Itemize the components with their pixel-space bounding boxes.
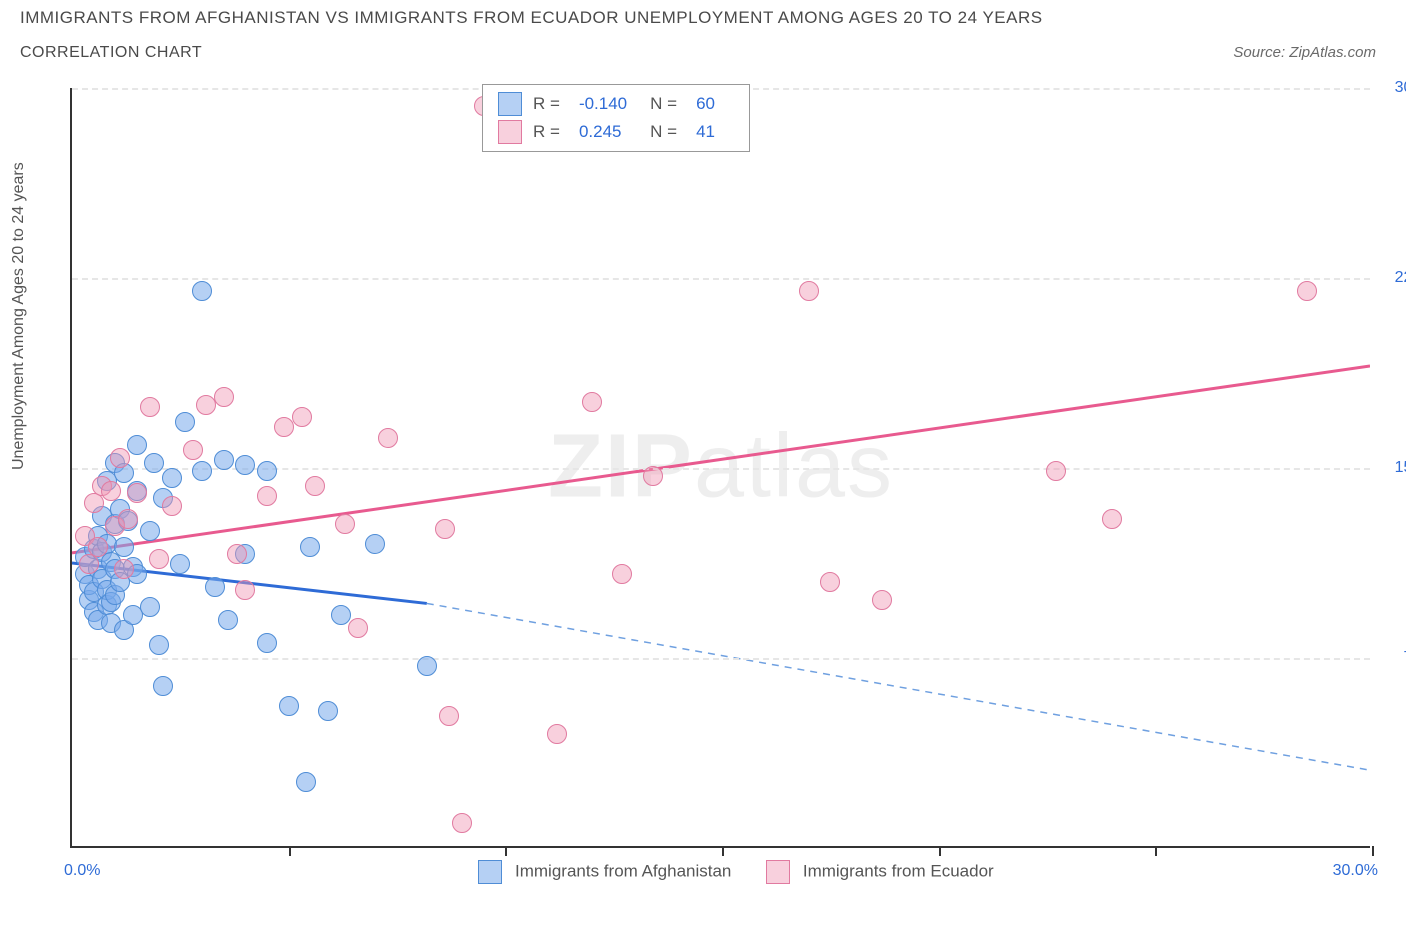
data-point (612, 564, 632, 584)
data-point (140, 397, 160, 417)
data-point (214, 387, 234, 407)
series-legend: Immigrants from Afghanistan Immigrants f… (72, 860, 1370, 884)
data-point (149, 549, 169, 569)
gridline (72, 278, 1370, 280)
data-point (114, 559, 134, 579)
data-point (257, 486, 277, 506)
data-point (118, 509, 138, 529)
legend-r-value: 0.245 (578, 119, 647, 145)
data-point (84, 493, 104, 513)
x-tick (939, 846, 941, 856)
legend-label-series-a: Immigrants from Afghanistan (515, 861, 731, 880)
data-point (144, 453, 164, 473)
data-point (79, 554, 99, 574)
x-tick (1372, 846, 1374, 856)
x-tick (505, 846, 507, 856)
legend-stat-label: R = (532, 91, 576, 117)
data-point (296, 772, 316, 792)
scatter-plot-area: ZIPatlas R =-0.140N =60R =0.245N =41 0.0… (70, 88, 1370, 848)
chart-subtitle: CORRELATION CHART (20, 44, 202, 62)
data-point (140, 597, 160, 617)
data-point (365, 534, 385, 554)
data-point (331, 605, 351, 625)
data-point (205, 577, 225, 597)
x-tick (722, 846, 724, 856)
y-tick-label: 22.5% (1380, 269, 1406, 287)
data-point (439, 706, 459, 726)
legend-stat-label: N = (649, 119, 693, 145)
data-point (335, 514, 355, 534)
data-point (305, 476, 325, 496)
data-point (452, 813, 472, 833)
data-point (872, 590, 892, 610)
legend-label-series-b: Immigrants from Ecuador (803, 861, 994, 880)
data-point (218, 610, 238, 630)
y-tick-label: 30.0% (1380, 79, 1406, 97)
y-axis-label: Unemployment Among Ages 20 to 24 years (10, 162, 28, 470)
source-attribution: Source: ZipAtlas.com (1233, 44, 1376, 61)
y-tick-label: 7.5% (1380, 649, 1406, 667)
gridline (72, 658, 1370, 660)
data-point (257, 461, 277, 481)
data-point (110, 448, 130, 468)
data-point (114, 537, 134, 557)
watermark: ZIPatlas (548, 416, 894, 519)
data-point (140, 521, 160, 541)
data-point (547, 724, 567, 744)
data-point (318, 701, 338, 721)
legend-stat-label: N = (649, 91, 693, 117)
data-point (175, 412, 195, 432)
trend-line (72, 366, 1370, 553)
correlation-legend: R =-0.140N =60 R =0.245N =41 (482, 84, 750, 152)
data-point (162, 496, 182, 516)
x-tick (289, 846, 291, 856)
legend-n-value: 60 (695, 91, 735, 117)
data-point (149, 635, 169, 655)
data-point (192, 461, 212, 481)
data-point (799, 281, 819, 301)
data-point (582, 392, 602, 412)
data-point (820, 572, 840, 592)
chart-title: IMMIGRANTS FROM AFGHANISTAN VS IMMIGRANT… (20, 8, 1043, 28)
data-point (127, 435, 147, 455)
data-point (643, 466, 663, 486)
data-point (292, 407, 312, 427)
data-point (1297, 281, 1317, 301)
data-point (257, 633, 277, 653)
data-point (235, 455, 255, 475)
data-point (214, 450, 234, 470)
data-point (435, 519, 455, 539)
legend-swatch-series-b (766, 860, 790, 884)
data-point (235, 580, 255, 600)
data-point (127, 483, 147, 503)
x-tick (1155, 846, 1157, 856)
data-point (170, 554, 190, 574)
legend-swatch-series-a (478, 860, 502, 884)
y-tick-label: 15.0% (1380, 459, 1406, 477)
legend-stat-label: R = (532, 119, 576, 145)
data-point (162, 468, 182, 488)
data-point (88, 537, 108, 557)
data-point (1046, 461, 1066, 481)
data-point (183, 440, 203, 460)
legend-r-value: -0.140 (578, 91, 647, 117)
data-point (300, 537, 320, 557)
legend-swatch (498, 120, 522, 144)
data-point (101, 481, 121, 501)
data-point (153, 676, 173, 696)
data-point (279, 696, 299, 716)
legend-swatch (498, 92, 522, 116)
data-point (417, 656, 437, 676)
data-point (378, 428, 398, 448)
data-point (227, 544, 247, 564)
trend-line-extension (427, 603, 1370, 770)
data-point (1102, 509, 1122, 529)
legend-n-value: 41 (695, 119, 735, 145)
data-point (348, 618, 368, 638)
data-point (192, 281, 212, 301)
